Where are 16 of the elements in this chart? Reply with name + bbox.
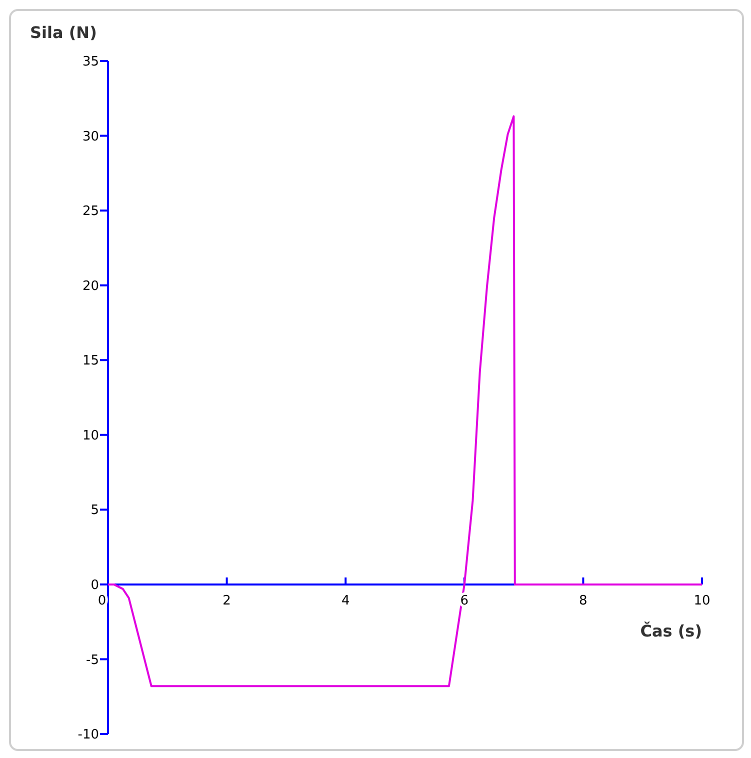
y-tick-label: 25 bbox=[82, 204, 99, 220]
x-tick-label: 8 bbox=[579, 593, 588, 608]
x-tick-label: 10 bbox=[694, 593, 710, 608]
y-tick-label: -5 bbox=[86, 652, 99, 668]
y-tick-label: 30 bbox=[82, 129, 99, 144]
y-tick-label: 15 bbox=[82, 354, 99, 369]
y-tick-label: -10 bbox=[78, 728, 99, 743]
x-tick-label: 2 bbox=[222, 593, 231, 608]
x-axis-title: Čas (s) bbox=[640, 621, 702, 640]
y-tick-label: 35 bbox=[82, 54, 99, 70]
y-axis-title: Sila (N) bbox=[30, 23, 97, 42]
y-tick-label: 20 bbox=[82, 278, 99, 294]
y-tick-label: 5 bbox=[90, 503, 99, 518]
x-tick-label: 4 bbox=[341, 593, 350, 608]
y-tick-label: 10 bbox=[82, 428, 99, 444]
y-tick-label: 0 bbox=[90, 578, 99, 593]
